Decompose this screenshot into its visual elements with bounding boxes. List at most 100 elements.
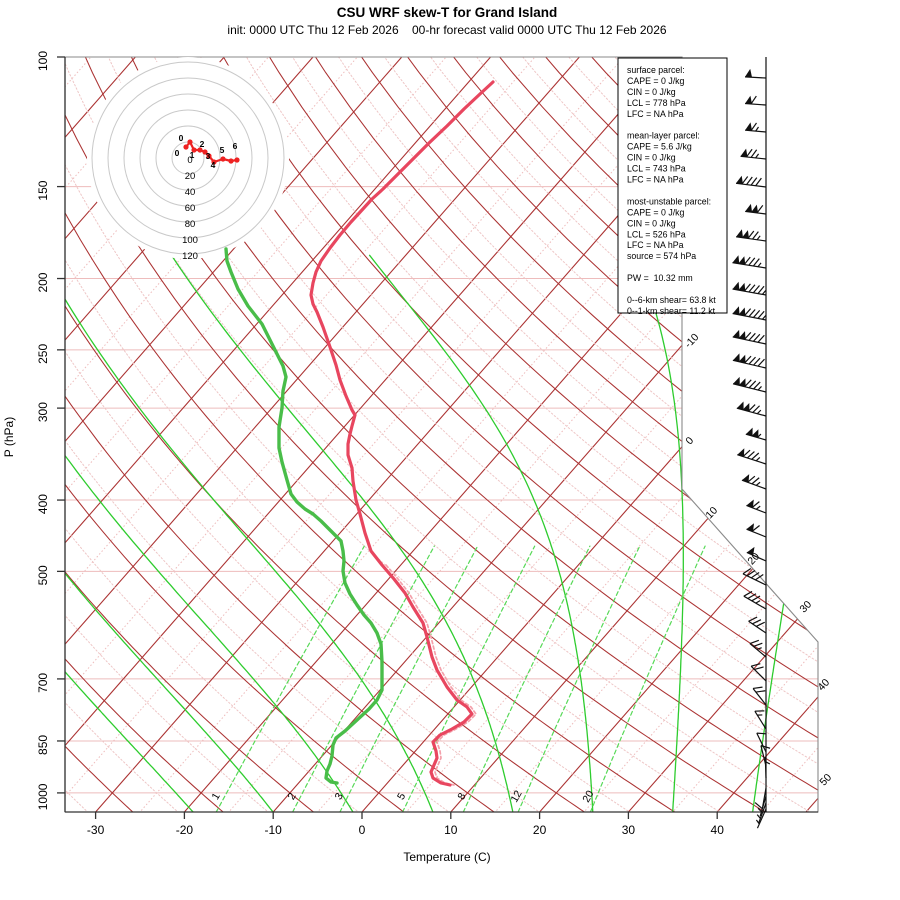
legend-line: 0--1-km shear= 11.2 kt [627,306,716,316]
barb-pennant [745,203,753,213]
page-title: CSU WRF skew-T for Grand Island [337,5,558,20]
legend-line: LFC = NA hPa [627,175,684,185]
barb-pennant [736,175,743,185]
mixing-ratio-label: 3 [333,791,346,802]
hodograph-trace-point [234,157,240,163]
hodograph-trace-point [228,158,234,164]
temperature-tick-label: -30 [87,823,105,837]
dewpoint-curve [224,247,384,785]
legend-line: surface parcel: [627,65,685,75]
barb-pennant [738,354,746,364]
pressure-tick-label: 400 [36,494,50,514]
pressure-tick-label: 300 [36,402,50,422]
hodograph-ring [123,93,253,223]
pressure-tick-label: 850 [36,735,50,755]
barb-pennant [732,353,740,362]
hodograph-height-label: 4 [211,160,216,170]
hodograph-trace-point [211,159,217,165]
pressure-tick-label: 150 [36,180,50,200]
legend-line: LFC = NA hPa [627,109,684,119]
barb-pennant [745,95,752,104]
hodograph-trace-point [197,147,203,153]
legend-line: source = 574 hPa [627,251,696,261]
pressure-tick-label: 700 [36,673,50,693]
hodograph-ring [91,61,285,255]
thermo-grid [65,57,818,812]
temperature-tick-label: -10 [265,823,283,837]
mixing-ratio-lines [215,545,706,812]
mixing-ratio-label: 20 [580,788,596,804]
hodograph-ring-label: 80 [185,219,196,230]
hodograph-height-label: 1 [190,150,195,160]
pressure-axis: 100 150 200 250 300 400 500 700 850 1000 [36,51,66,812]
hodograph-trace-point [202,149,208,155]
legend-line: CAPE = 0 J/kg [627,76,685,86]
legend-line: CAPE = 5.6 J/kg [627,142,692,152]
pressure-tick-label: 1000 [36,783,50,810]
barb-pennant [733,376,740,386]
hodograph-ring-label: 60 [185,203,196,214]
pressure-tick-label: 250 [36,344,50,364]
temperature-tick-label: 10 [444,823,458,837]
legend-line: mean-layer parcel: [627,131,700,141]
sounding-curves [224,80,495,787]
barb-pennant [745,68,752,78]
legend-line: CIN = 0 J/kg [627,218,676,228]
pressure-tick-label: 100 [36,51,50,71]
temperature-tick-label: 20 [533,823,547,837]
barb-pennant [738,256,746,265]
barb-pennant [751,429,759,438]
legend-line: LCL = 743 hPa [627,164,686,174]
legend-line: CIN = 0 J/kg [627,153,676,163]
hodograph-ring-label: 120 [182,251,198,262]
barb-pennant [751,204,759,213]
hodograph-height-label: 3 [206,151,211,161]
mixing-ratio-labels: 1 2 3 5 8 12 20 [209,788,596,804]
barb-pennant [746,546,755,556]
legend-line: most-unstable parcel: [627,196,711,206]
hodograph-height-label: 0 [175,148,180,158]
barb-pennant [736,229,743,238]
barb-pennant [736,401,744,410]
mixing-ratio-label: 5 [395,791,408,802]
legend-line: PW = 10.32 mm [627,273,693,283]
barb-pennant [732,306,740,315]
legend-line: LFC = NA hPa [627,240,684,250]
hodograph-height-label: 6 [233,141,238,151]
hodograph-height-label: 5 [220,145,225,155]
pressure-axis-title: P (hPa) [2,417,16,457]
barb-pennant [740,148,748,158]
hodograph-trace-point [183,144,189,150]
hodograph-trace-point [220,156,226,162]
temperature-tick-label: 30 [622,823,636,837]
hodograph-ring-label: 40 [185,187,196,198]
legend-line: CIN = 0 J/kg [627,87,676,97]
hodograph-height-label: 0 [179,133,184,143]
hodograph-trace-point [206,153,212,159]
hodograph-ring-label: 20 [185,171,196,182]
barb-pennant [738,331,746,340]
hodograph-ring-label: 0 [187,155,192,166]
barb-pennant [738,307,746,316]
wind-barb-column [732,57,771,829]
barb-pennant [742,230,749,239]
mixing-ratio-label: 2 [285,791,298,802]
legend-line: 0--6-km shear= 63.8 kt [627,295,716,305]
hodograph-trace-point [191,147,197,153]
pressure-tick-label: 500 [36,565,50,585]
barb-pennant [732,281,740,291]
temperature-axis: -30 -20 -10 0 10 20 30 40 [65,811,818,837]
barb-pennant [738,378,746,387]
mixing-ratio-label: 12 [508,788,524,804]
temperature-tick-label: 40 [711,823,725,837]
hodograph-ring-label: 100 [182,235,198,246]
legend-frame [617,57,728,314]
legend-line: CAPE = 0 J/kg [627,207,685,217]
mixing-ratio-label: 1 [209,791,222,802]
barb-pennant [732,329,740,339]
barb-pennant [738,282,746,292]
